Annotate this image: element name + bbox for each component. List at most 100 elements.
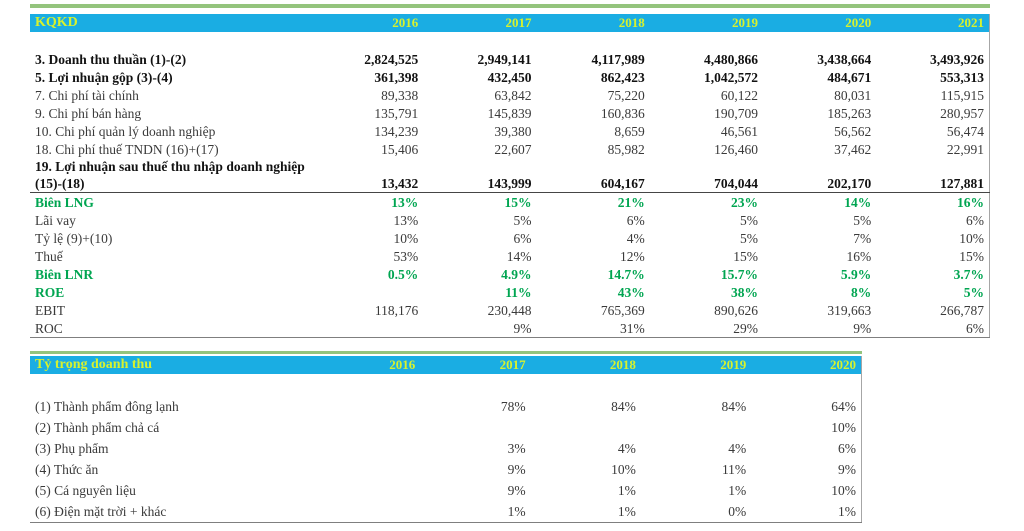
cell-value: 6% bbox=[513, 231, 532, 246]
cell-value: 134,239 bbox=[374, 124, 419, 139]
row-label: Tỷ lệ (9)+(10) bbox=[35, 231, 113, 246]
cell-value: 78% bbox=[500, 399, 526, 414]
row-label: (3) Phụ phẩm bbox=[35, 441, 109, 456]
row-label: 3. Doanh thu thuần (1)-(2) bbox=[35, 52, 187, 67]
cell-value: 145,839 bbox=[487, 106, 532, 121]
cell-value: 3.7% bbox=[953, 267, 984, 282]
row-label: (5) Cá nguyên liệu bbox=[35, 483, 136, 498]
cell-value: 11% bbox=[505, 285, 532, 300]
cell-value: 22,991 bbox=[946, 142, 984, 157]
cell-value: 4,117,989 bbox=[591, 52, 645, 67]
year-header: 2017 bbox=[420, 356, 531, 374]
cell-value: 3,438,664 bbox=[817, 52, 872, 67]
cell-value: 190,709 bbox=[714, 106, 758, 121]
cell-value: 6% bbox=[838, 441, 856, 456]
cell-value: 56,562 bbox=[834, 124, 872, 139]
row-label: Biên LNG bbox=[35, 195, 94, 210]
cell-value: 22,607 bbox=[494, 142, 532, 157]
cell-value: 890,626 bbox=[714, 303, 758, 318]
cell-value: 361,398 bbox=[374, 70, 419, 85]
cell-value: 6% bbox=[626, 213, 645, 228]
row-label: (2) Thành phẩm chả cá bbox=[35, 420, 160, 435]
row-label: Lãi vay bbox=[35, 213, 76, 228]
cell-value: 0% bbox=[728, 504, 747, 519]
cell-value: 5% bbox=[740, 231, 758, 246]
cell-value: 63,842 bbox=[494, 88, 532, 103]
cell-value bbox=[310, 480, 420, 501]
cell-value: 80,031 bbox=[834, 88, 872, 103]
row-label: (1) Thành phẩm đông lạnh bbox=[35, 399, 179, 414]
cell-value: 8% bbox=[851, 285, 872, 300]
cell-value: 10% bbox=[831, 420, 856, 435]
cell-value bbox=[310, 283, 423, 301]
cell-value: 143,999 bbox=[423, 158, 537, 193]
cell-value: 15.7% bbox=[720, 267, 758, 282]
cell-value: 5% bbox=[853, 213, 872, 228]
income-statement-section: KQKD 2016 2017 2018 2019 2020 2021 3. Doanh t… bbox=[30, 4, 990, 338]
income-statement-table: KQKD 2016 2017 2018 2019 2020 2021 3. Doanh t… bbox=[30, 14, 990, 338]
cell-value: 1% bbox=[617, 504, 636, 519]
table-row: ROC 9% 31% 29% 9% 6% bbox=[30, 319, 990, 338]
cell-value: 10% bbox=[611, 462, 636, 477]
cell-value: 43% bbox=[617, 285, 645, 300]
cell-value bbox=[310, 459, 420, 480]
cell-value: 9% bbox=[838, 462, 856, 477]
year-header: 2016 bbox=[310, 356, 421, 374]
cell-value: 4,480,866 bbox=[704, 52, 758, 67]
cell-value: 3% bbox=[507, 441, 526, 456]
cell-value: 85,982 bbox=[607, 142, 645, 157]
table-top-border bbox=[30, 4, 990, 8]
row-label: ROC bbox=[35, 321, 63, 336]
cell-value: 31% bbox=[620, 321, 645, 336]
year-header: 2020 bbox=[751, 356, 862, 374]
cell-value: 2,949,141 bbox=[477, 52, 532, 67]
cell-value: 14% bbox=[506, 249, 532, 264]
cell-value: 39,380 bbox=[494, 124, 532, 139]
cell-value bbox=[310, 417, 420, 438]
cell-value: 64% bbox=[831, 399, 856, 414]
cell-value: 6% bbox=[966, 213, 984, 228]
cell-value: 16% bbox=[957, 195, 984, 210]
cell-value: 5% bbox=[740, 213, 758, 228]
cell-value: 1% bbox=[617, 483, 636, 498]
cell-value: 126,460 bbox=[714, 142, 758, 157]
cell-value: 46,561 bbox=[720, 124, 758, 139]
cell-value: 4% bbox=[617, 441, 636, 456]
row-label: (4) Thức ăn bbox=[35, 462, 99, 477]
cell-value bbox=[310, 319, 423, 338]
cell-value: 21% bbox=[617, 195, 645, 210]
row-label: Biên LNR bbox=[35, 267, 94, 282]
table-row: (1) Thành phẩm đông lạnh 78% 84% 84% 64% bbox=[30, 396, 862, 417]
spacer-row bbox=[30, 374, 862, 396]
cell-value: 56,474 bbox=[946, 124, 984, 139]
cell-value: 185,263 bbox=[827, 106, 872, 121]
cell-value: 5% bbox=[513, 213, 532, 228]
cell-value: 9% bbox=[507, 462, 526, 477]
cell-value: 16% bbox=[846, 249, 872, 264]
cell-value: 862,423 bbox=[600, 70, 645, 85]
cell-value: 14.7% bbox=[607, 267, 645, 282]
table-row: Biên LNG 13% 15% 21% 23% 14% 16% bbox=[30, 193, 990, 212]
year-header: 2017 bbox=[423, 14, 537, 32]
row-label: 7. Chi phí tài chính bbox=[35, 88, 139, 103]
cell-value: 13% bbox=[393, 213, 419, 228]
cell-value: 75,220 bbox=[607, 88, 645, 103]
row-label: 5. Lợi nhuận gộp (3)-(4) bbox=[35, 70, 173, 85]
cell-value: 4% bbox=[728, 441, 747, 456]
cell-value: 9% bbox=[513, 321, 532, 336]
row-label: 9. Chi phí bán hàng bbox=[35, 106, 142, 121]
table-row: 10. Chi phí quản lý doanh nghiệp 134,239 3… bbox=[30, 122, 990, 140]
cell-value: 266,787 bbox=[940, 303, 984, 318]
cell-value: 15% bbox=[733, 249, 758, 264]
cell-value: 6% bbox=[966, 321, 984, 336]
table-row: 18. Chi phí thuế TNDN (16)+(17) 15,406 22,… bbox=[30, 140, 990, 158]
table-row: Thuế 53% 14% 12% 15% 16% 15% bbox=[30, 247, 990, 265]
header-row: Tỷ trọng doanh thu 2016 2017 2018 2019 2020 bbox=[30, 356, 862, 374]
table-row: (6) Điện mặt trời + khác 1% 1% 0% 1% bbox=[30, 501, 862, 523]
table-title: Tỷ trọng doanh thu bbox=[30, 356, 310, 374]
cell-value: 15,406 bbox=[381, 142, 419, 157]
cell-value: 704,044 bbox=[649, 158, 763, 193]
cell-value: 0.5% bbox=[387, 267, 419, 282]
cell-value: 604,167 bbox=[536, 158, 650, 193]
cell-value: 10% bbox=[831, 483, 856, 498]
